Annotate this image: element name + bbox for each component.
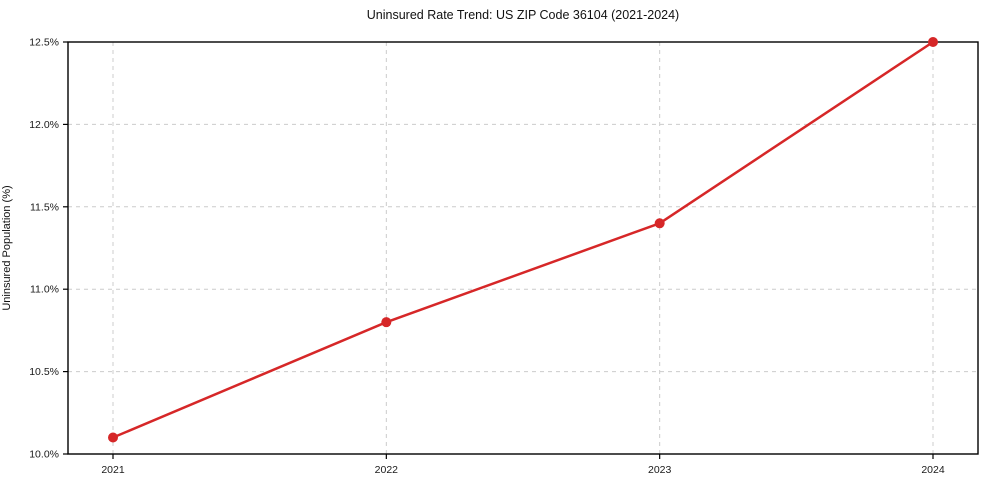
x-tick-label: 2024 (921, 464, 945, 476)
data-point-marker (381, 317, 392, 328)
y-tick-label: 10.0% (29, 449, 59, 461)
plot-frame (67, 41, 979, 455)
y-tick-label: 11.0% (30, 284, 59, 296)
x-tick-label: 2023 (648, 464, 672, 476)
line-series (111, 40, 935, 439)
plot-background (68, 42, 978, 454)
data-point-marker (928, 37, 938, 47)
y-tick-label: 10.5% (29, 366, 59, 378)
y-tick-label: 12.5% (29, 37, 59, 49)
x-tick-label: 2022 (375, 464, 399, 476)
data-point-marker (654, 218, 665, 229)
y-tick-label: 11.5% (30, 201, 59, 213)
data-point-marker (108, 432, 118, 443)
chart-title: Uninsured Rate Trend: US ZIP Code 36104 … (366, 8, 680, 22)
x-tick-label: 2021 (101, 464, 125, 476)
y-tick-label: 12.0% (29, 119, 59, 131)
